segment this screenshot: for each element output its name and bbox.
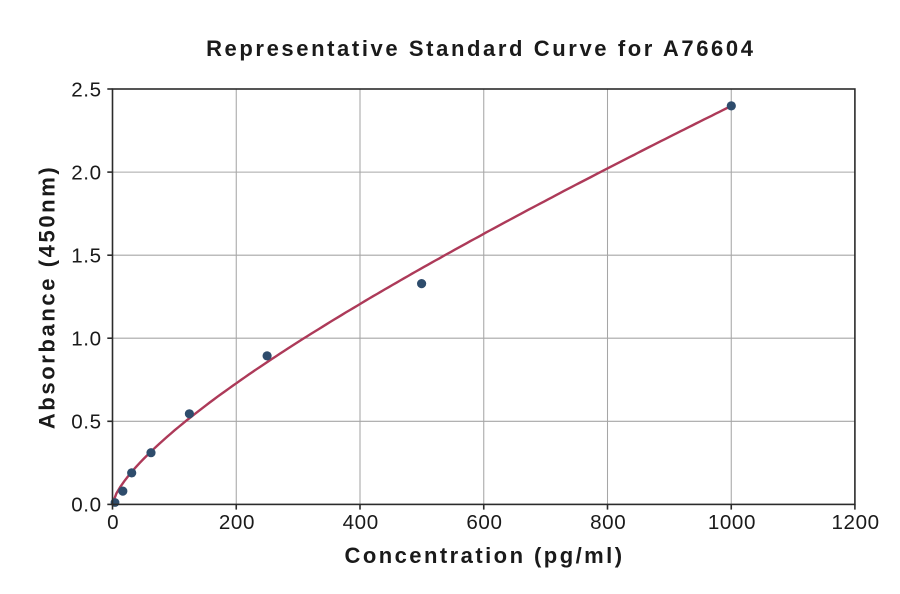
svg-text:1000: 1000	[708, 511, 756, 534]
svg-text:2.5: 2.5	[71, 78, 101, 101]
svg-text:1.5: 1.5	[71, 245, 101, 268]
svg-text:800: 800	[590, 511, 626, 534]
svg-text:400: 400	[343, 511, 379, 534]
svg-text:600: 600	[466, 511, 502, 534]
svg-text:0.5: 0.5	[71, 411, 101, 434]
svg-text:1.0: 1.0	[71, 328, 101, 351]
svg-text:Concentration (pg/ml): Concentration (pg/ml)	[345, 543, 625, 568]
svg-text:2.0: 2.0	[71, 161, 101, 184]
svg-text:0.0: 0.0	[71, 494, 101, 517]
svg-text:200: 200	[219, 511, 255, 534]
svg-text:1200: 1200	[831, 511, 879, 534]
svg-text:0: 0	[107, 511, 119, 534]
svg-text:Absorbance (450nm): Absorbance (450nm)	[35, 165, 60, 429]
svg-text:Representative Standard Curve: Representative Standard Curve for A76604	[206, 36, 755, 61]
